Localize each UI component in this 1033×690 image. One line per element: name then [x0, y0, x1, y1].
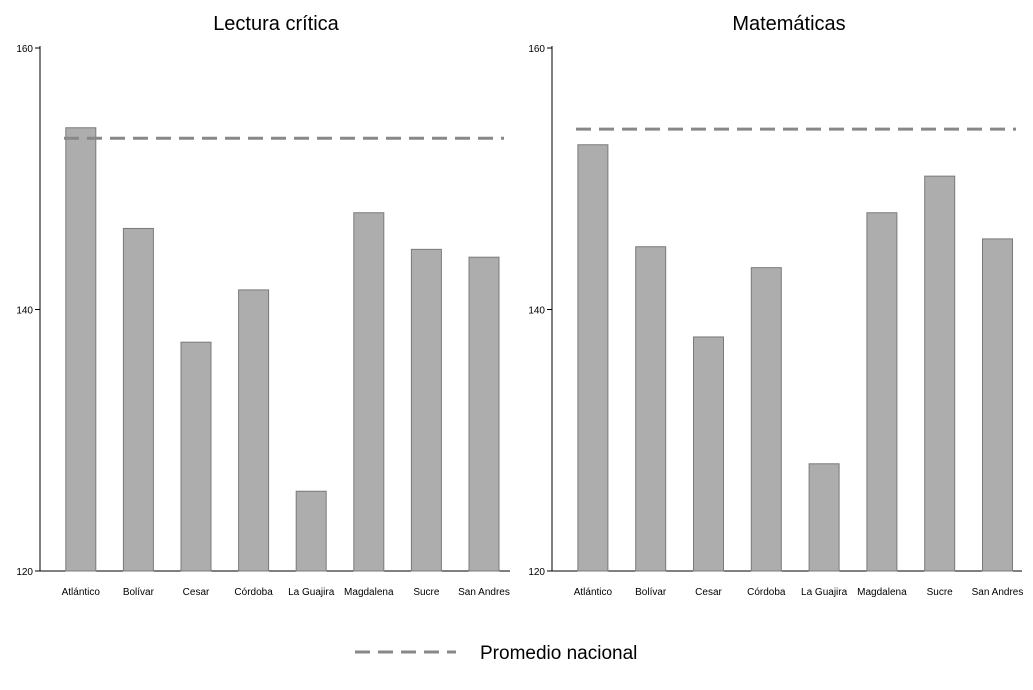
bar-bolívar	[122, 227, 154, 572]
panel-title: Lectura crítica	[213, 13, 339, 35]
bar-magdalena	[866, 212, 898, 572]
y-tick-label: 140	[16, 306, 33, 317]
y-tick-label: 160	[16, 44, 33, 55]
bar-sucre	[924, 175, 956, 572]
panel-title: Matemáticas	[732, 13, 845, 35]
chart-panel-matematicas: Matemáticas 120 140 160 Atlántico Bolívar Ces…	[528, 13, 1023, 598]
x-tick-label: Sucre	[413, 587, 440, 598]
y-tick-label: 140	[528, 306, 545, 317]
x-tick-label: Cesar	[695, 587, 722, 598]
x-tick-label: Atlántico	[574, 587, 613, 598]
bar-sucre	[410, 248, 442, 572]
bar-la-guajira	[295, 490, 327, 572]
x-tick-label: Bolívar	[123, 587, 155, 598]
x-tick-label: Cesar	[183, 587, 210, 598]
x-tick-label: Córdoba	[747, 587, 786, 598]
bar-atlántico	[577, 144, 609, 572]
x-tick-label: Sucre	[927, 587, 954, 598]
bar-cesar	[693, 336, 724, 572]
bar-atlántico	[65, 127, 97, 572]
x-tick-label: La Guajira	[288, 587, 335, 598]
y-tick-label: 120	[528, 567, 545, 578]
x-tick-label: San Andres	[972, 587, 1024, 598]
x-tick-label: San Andres	[458, 587, 510, 598]
x-tick-label: La Guajira	[801, 587, 848, 598]
bar-bolívar	[635, 246, 667, 572]
legend: Promedio nacional	[355, 643, 637, 664]
x-tick-label: Atlántico	[62, 587, 101, 598]
x-tick-label: Magdalena	[857, 587, 907, 598]
legend-label: Promedio nacional	[480, 643, 637, 664]
x-tick-label: Magdalena	[344, 587, 394, 598]
bar-magdalena	[353, 212, 385, 572]
y-tick-label: 160	[528, 44, 545, 55]
x-tick-label: Bolívar	[635, 587, 667, 598]
x-tick-label: Córdoba	[234, 587, 273, 598]
bar-córdoba	[238, 289, 270, 572]
bar-córdoba	[750, 267, 782, 572]
bar-san-andres	[468, 256, 500, 572]
chart-panel-lectura-critica: Lectura crítica 120 140 160 Atlántico Bolíva…	[16, 13, 510, 598]
bar-cesar	[180, 341, 212, 572]
y-tick-label: 120	[16, 567, 33, 578]
bar-la-guajira	[808, 463, 840, 572]
bar-san-andres	[982, 238, 1013, 572]
